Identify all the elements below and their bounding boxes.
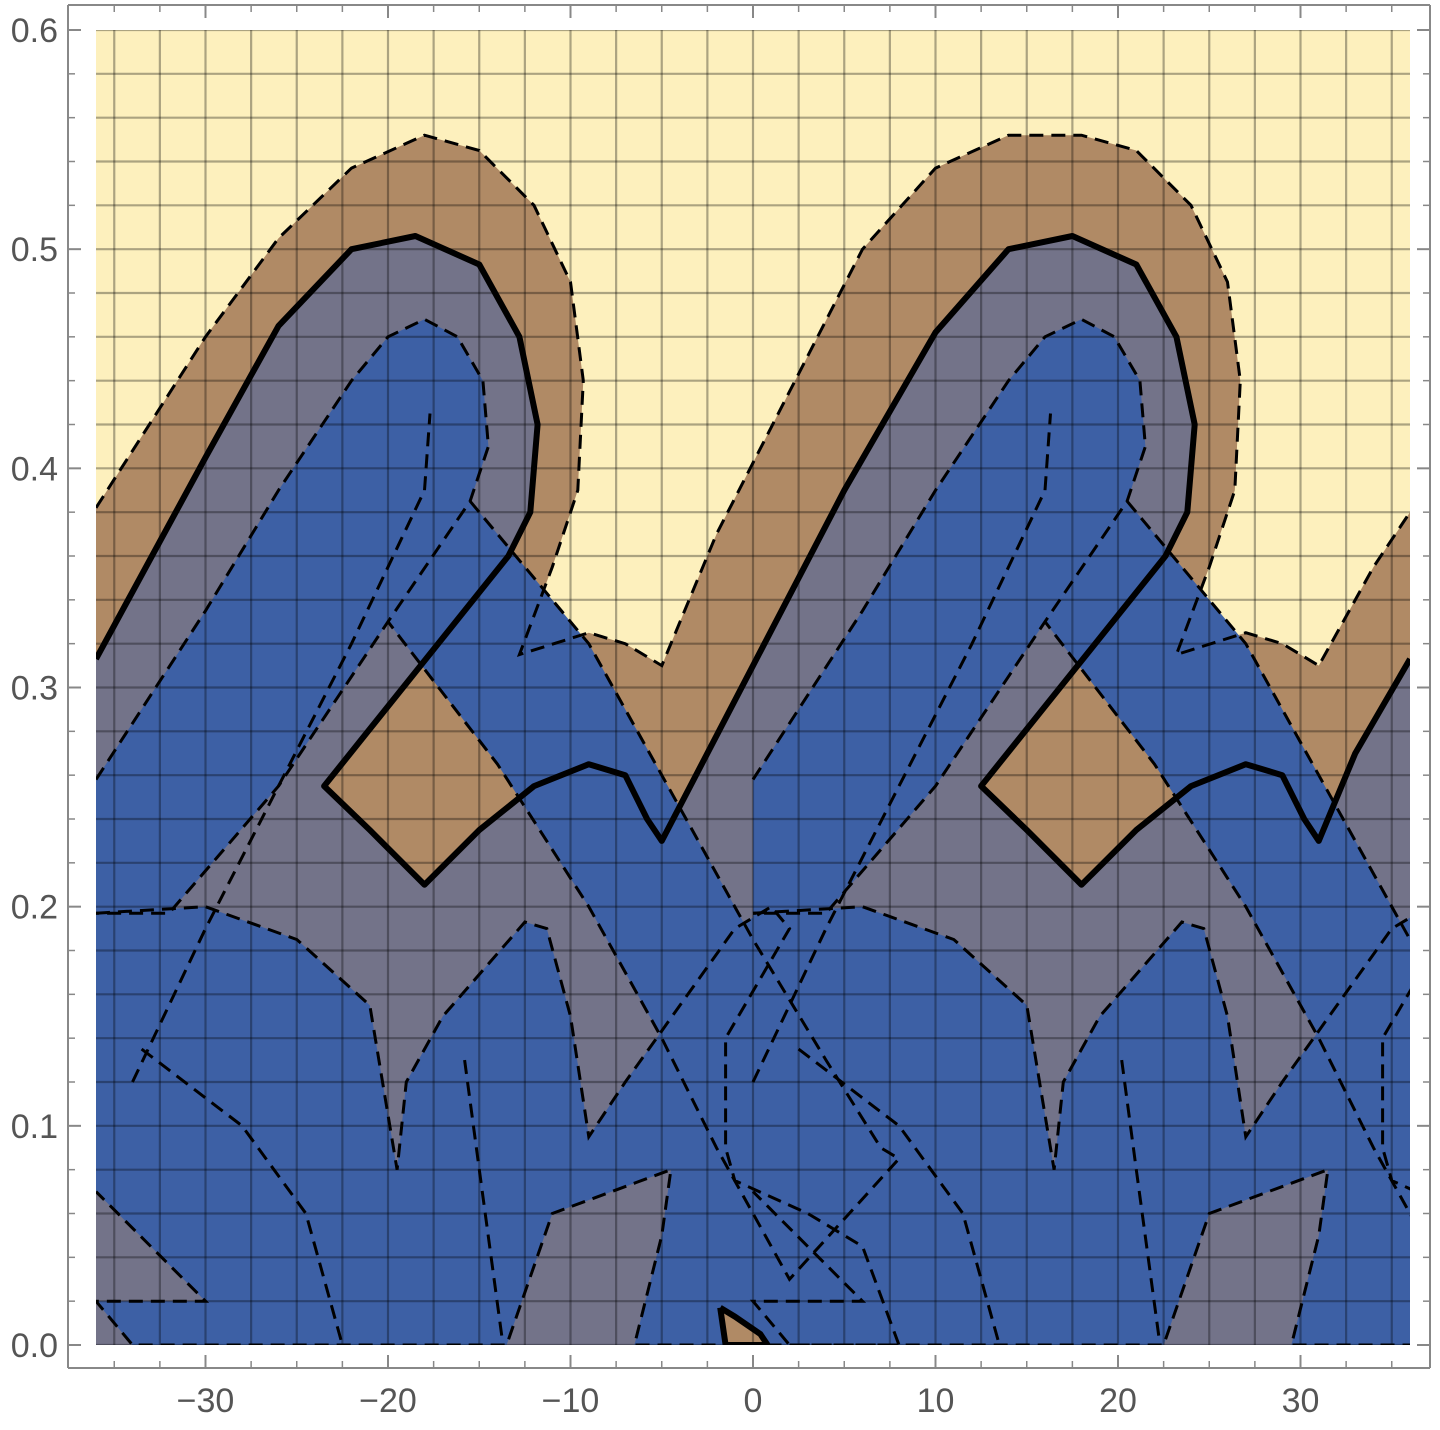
- contour-line-dashed: [751, 413, 1052, 1083]
- contour-line-dashed: [1120, 1059, 1162, 1345]
- contour-line-solid: [96, 233, 1410, 888]
- contour-line-dashed: [1043, 500, 1410, 1217]
- contour-line-dashed: [386, 500, 902, 1282]
- contour-line-dashed: [96, 133, 1410, 668]
- x-tick-label: 20: [1099, 1382, 1137, 1420]
- axes: −30 −20 −10 0 10 20 30 0.0 0.1 0.2 0.3 0.4 0.5 0.6: [11, 5, 1430, 1420]
- region-blue-band: [753, 906, 1410, 1345]
- y-tick-label: 0.0: [11, 1327, 58, 1365]
- y-tick-label: 0.4: [11, 450, 58, 488]
- grid-lines: [96, 30, 1410, 1345]
- contour-line-dashed: [751, 317, 1147, 915]
- x-tick-label: 30: [1282, 1382, 1320, 1420]
- x-tick-label: 0: [744, 1382, 763, 1420]
- x-tick-label: 10: [917, 1382, 955, 1420]
- y-tick-label: 0.2: [11, 889, 58, 927]
- contour-line-dashed: [96, 904, 901, 1345]
- contour-line-dashed: [131, 413, 432, 1083]
- y-tick-label: 0.1: [11, 1108, 58, 1146]
- contour-line-dashed: [463, 1059, 505, 1345]
- region-blue-band: [96, 319, 489, 914]
- y-tick-label: 0.5: [11, 231, 58, 269]
- contour-lines: [96, 133, 1410, 1345]
- region-blue-band: [96, 906, 899, 1345]
- x-tick-label: −20: [359, 1382, 417, 1420]
- y-tick-label: 0.6: [11, 12, 58, 50]
- x-tick-label: −10: [542, 1382, 600, 1420]
- contour-line-dashed: [96, 317, 490, 915]
- y-tick-label: 0.3: [11, 670, 58, 708]
- x-tick-label: −30: [177, 1382, 235, 1420]
- contour-line-dashed: [749, 905, 1410, 1345]
- contour-line-dashed: [140, 1047, 344, 1345]
- contour-line-solid: [717, 1305, 772, 1345]
- contour-line-dashed: [797, 1047, 1001, 1345]
- region-brown-band: [96, 135, 1410, 885]
